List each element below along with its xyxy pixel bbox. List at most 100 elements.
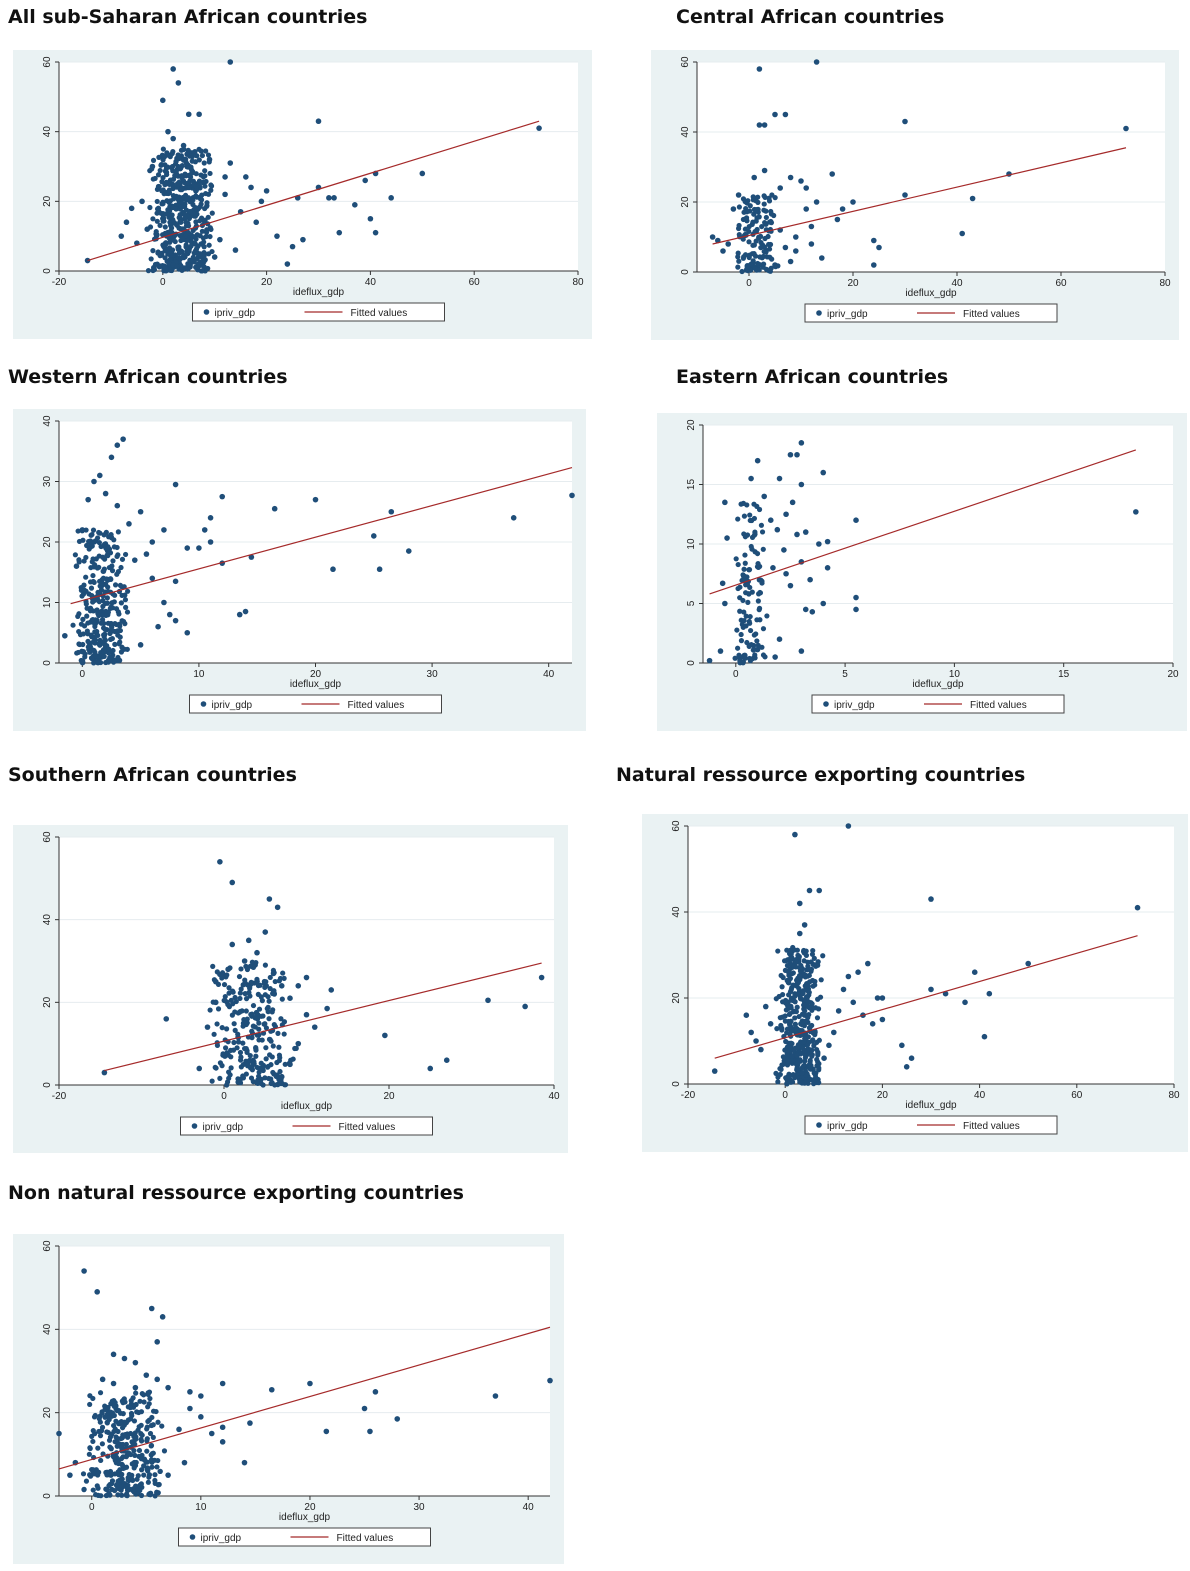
data-point bbox=[796, 972, 803, 979]
data-point bbox=[115, 1428, 121, 1435]
data-point bbox=[166, 611, 173, 618]
data-point bbox=[149, 163, 156, 170]
data-point bbox=[100, 603, 106, 609]
data-point bbox=[148, 256, 154, 262]
data-point bbox=[761, 261, 767, 267]
data-point bbox=[203, 233, 209, 240]
data-point bbox=[104, 595, 110, 601]
data-point bbox=[231, 1039, 237, 1046]
data-point bbox=[112, 582, 119, 588]
data-point bbox=[809, 1053, 815, 1059]
legend-label-scatter: ipriv_gdp bbox=[212, 700, 253, 711]
data-point bbox=[784, 1081, 790, 1087]
data-point bbox=[111, 1422, 117, 1429]
legend-marker-icon bbox=[191, 1123, 198, 1129]
data-point bbox=[753, 631, 759, 637]
data-point bbox=[269, 1079, 275, 1086]
data-point bbox=[753, 1038, 759, 1044]
data-point bbox=[734, 627, 740, 633]
data-point bbox=[115, 1460, 122, 1467]
data-point bbox=[166, 235, 172, 241]
data-point bbox=[372, 1389, 379, 1395]
x-tick-label: 40 bbox=[523, 1502, 535, 1513]
data-point bbox=[237, 990, 243, 996]
data-point bbox=[928, 986, 934, 993]
data-point bbox=[150, 248, 156, 254]
data-point bbox=[196, 261, 202, 267]
data-point bbox=[170, 135, 176, 142]
data-point bbox=[152, 1480, 158, 1486]
data-point bbox=[763, 221, 769, 227]
data-point bbox=[796, 900, 803, 907]
data-point bbox=[388, 195, 394, 201]
data-point bbox=[485, 997, 491, 1004]
data-point bbox=[751, 515, 758, 522]
data-point bbox=[122, 551, 129, 558]
data-point bbox=[759, 529, 766, 535]
data-point bbox=[871, 237, 877, 244]
data-point bbox=[183, 244, 189, 250]
data-point bbox=[187, 262, 193, 268]
data-point bbox=[111, 658, 118, 664]
data-point bbox=[147, 204, 153, 211]
data-point bbox=[270, 970, 277, 977]
data-point bbox=[750, 194, 756, 200]
data-point bbox=[199, 228, 205, 234]
data-point bbox=[78, 621, 85, 627]
data-point bbox=[96, 599, 102, 605]
data-point bbox=[134, 1476, 140, 1482]
data-point bbox=[134, 1409, 140, 1415]
data-point bbox=[154, 1339, 160, 1345]
data-point bbox=[798, 178, 804, 184]
data-point bbox=[510, 515, 517, 521]
data-point bbox=[187, 199, 193, 205]
data-point bbox=[148, 1305, 155, 1312]
data-point bbox=[738, 631, 744, 638]
data-point bbox=[120, 436, 126, 442]
chart-title-non-resource-exporting: Non natural ressource exporting countrie… bbox=[8, 1182, 464, 1204]
plot-area bbox=[697, 62, 1165, 272]
data-point bbox=[240, 1040, 246, 1046]
data-point bbox=[109, 1478, 116, 1484]
data-point bbox=[747, 203, 753, 209]
data-point bbox=[735, 645, 741, 651]
data-point bbox=[222, 174, 228, 180]
y-tick-label: 30 bbox=[42, 476, 53, 488]
data-point bbox=[122, 597, 129, 603]
legend-marker-icon bbox=[203, 309, 210, 315]
data-point bbox=[808, 966, 815, 972]
data-point bbox=[785, 1005, 791, 1011]
data-point bbox=[1025, 960, 1031, 967]
data-point bbox=[243, 1018, 249, 1024]
data-point bbox=[114, 628, 121, 634]
data-point bbox=[303, 974, 310, 981]
data-point bbox=[229, 879, 236, 886]
legend-label-fit: Fitted values bbox=[339, 1122, 396, 1133]
data-point bbox=[179, 175, 185, 181]
data-point bbox=[105, 1404, 111, 1411]
data-point bbox=[115, 552, 121, 558]
legend-label-fit: Fitted values bbox=[963, 309, 1020, 320]
data-point bbox=[111, 1412, 117, 1419]
legend-label-fit: Fitted values bbox=[970, 700, 1027, 711]
data-point bbox=[187, 208, 193, 215]
data-point bbox=[750, 647, 756, 653]
data-point bbox=[249, 959, 255, 965]
data-point bbox=[187, 164, 193, 170]
data-point bbox=[208, 1430, 215, 1437]
data-point bbox=[750, 219, 756, 225]
data-point bbox=[117, 657, 123, 663]
data-point bbox=[798, 648, 805, 654]
x-tick-label: 80 bbox=[572, 277, 584, 288]
x-tick-label: -20 bbox=[52, 277, 67, 288]
data-point bbox=[99, 1410, 105, 1416]
data-point bbox=[740, 236, 746, 242]
data-point bbox=[95, 535, 101, 541]
data-point bbox=[853, 606, 859, 613]
data-point bbox=[326, 195, 332, 201]
data-point bbox=[232, 247, 239, 253]
data-point bbox=[100, 554, 106, 560]
legend-marker-icon bbox=[816, 1122, 822, 1128]
data-point bbox=[237, 995, 243, 1002]
data-point bbox=[111, 537, 117, 543]
